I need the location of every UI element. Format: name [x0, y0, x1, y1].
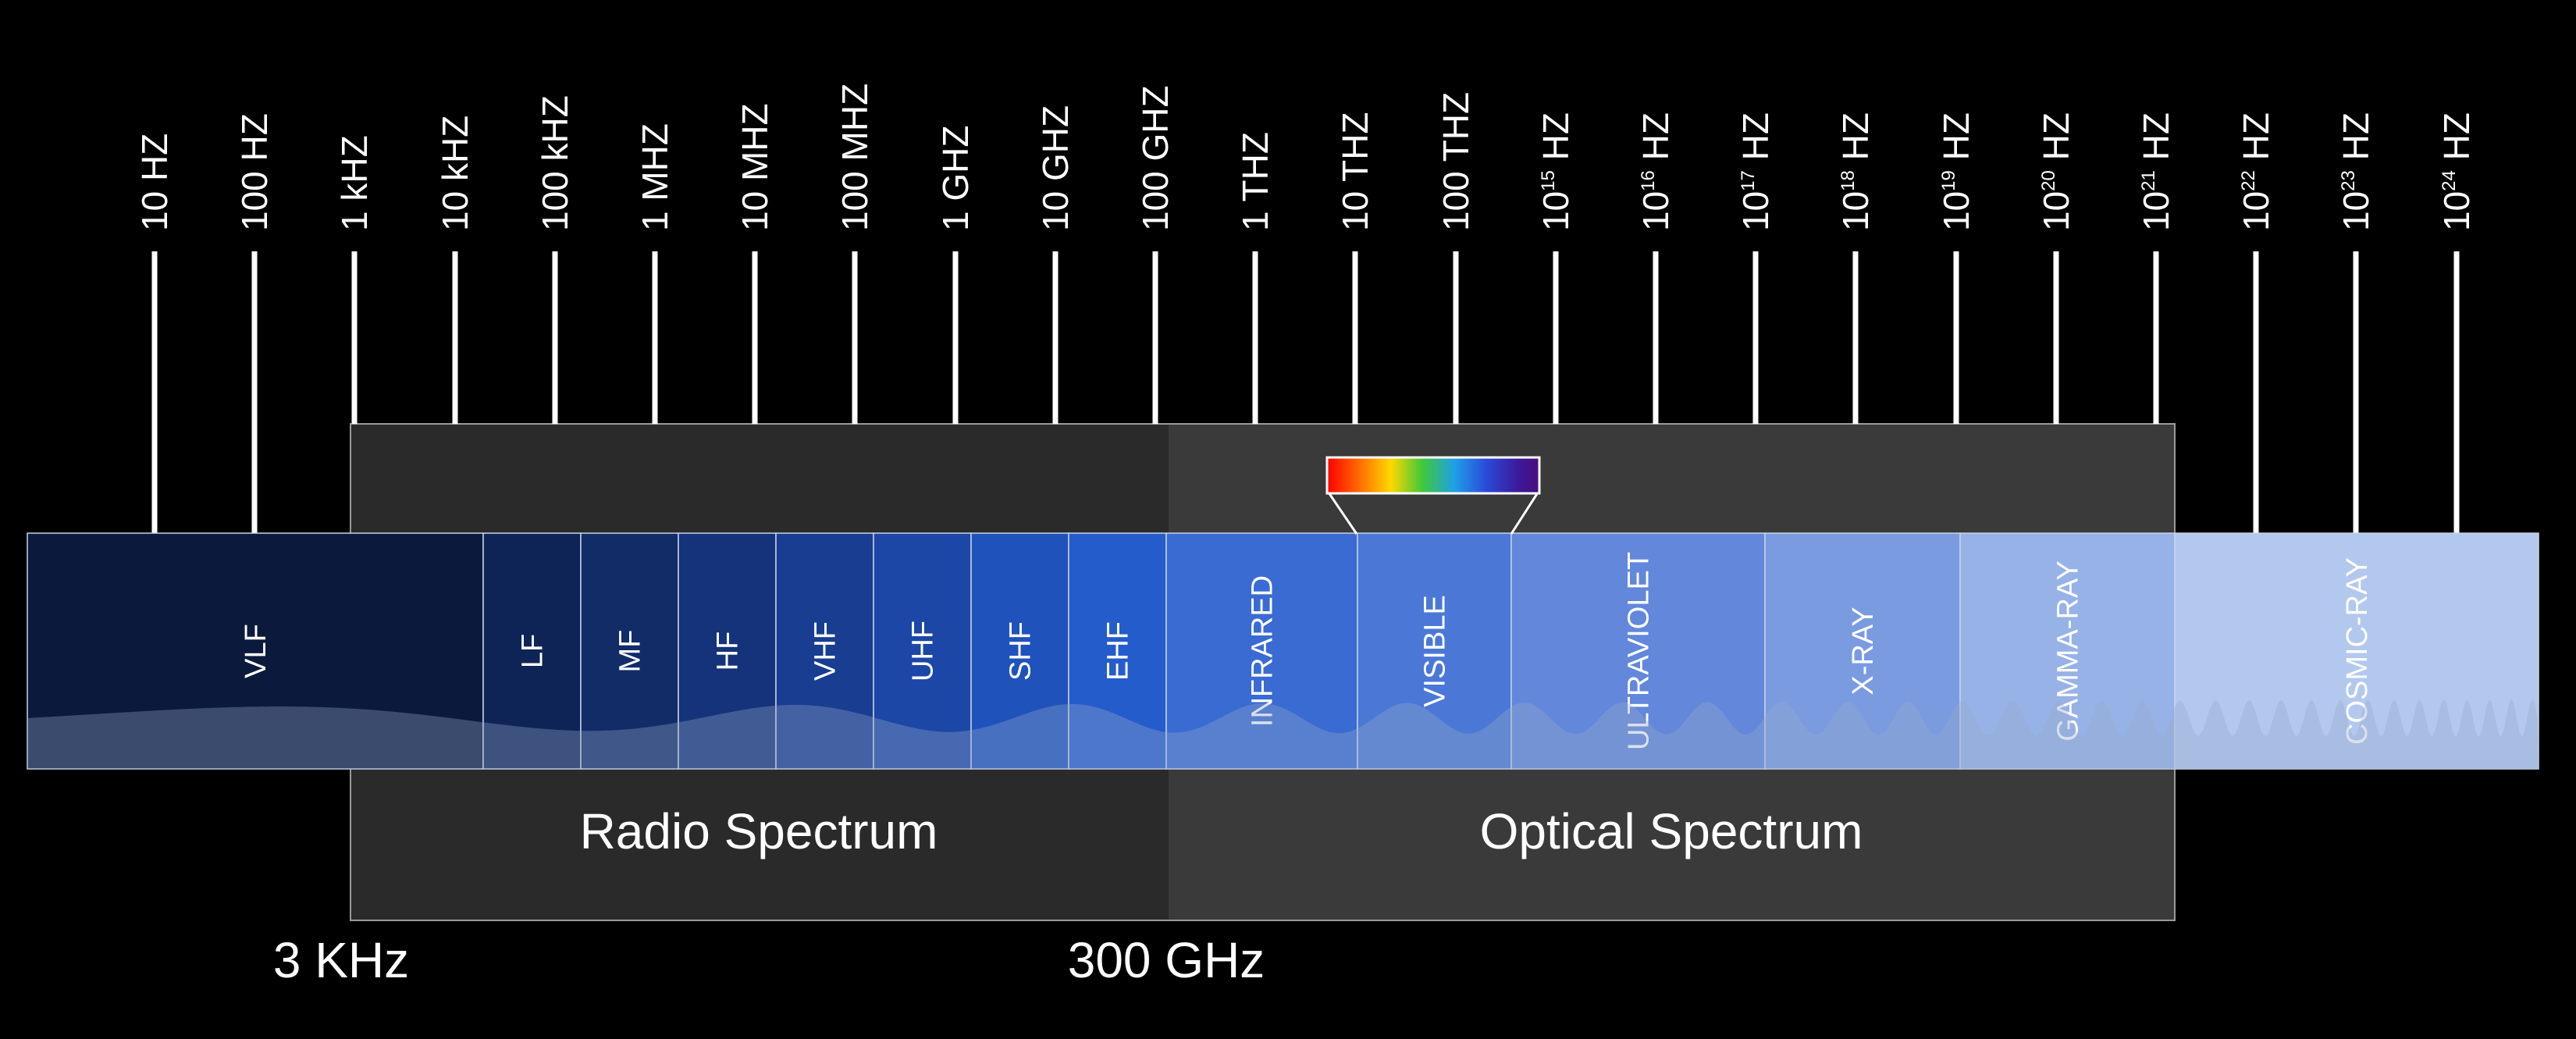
band-label: EHF [1102, 621, 1135, 681]
band-infrared [1165, 532, 1358, 770]
band-uhf [873, 532, 972, 770]
band-label: SHF [1005, 621, 1037, 681]
band-label: GAMMA-RAY [2052, 560, 2085, 742]
boundary-300ghz-label: 300 GHz [1068, 932, 1265, 988]
band-label: VISIBLE [1419, 595, 1452, 707]
frequency-tick-label: 1018 HZ [1835, 112, 1876, 231]
frequency-tick-label: 100 kHZ [535, 95, 575, 231]
band-mf [580, 532, 679, 770]
band-label: HF [712, 632, 745, 671]
frequency-tick-label: 100 THZ [1436, 92, 1476, 231]
visible-light-inset [1325, 456, 1541, 535]
frequency-tick-label: 1022 HZ [2236, 112, 2276, 231]
band-shf [970, 532, 1069, 770]
frequency-tick-label: 1 THZ [1235, 132, 1276, 231]
boundary-3khz-label: 3 KHz [273, 932, 409, 988]
band-label: X-RAY [1847, 607, 1880, 695]
frequency-tick-label: 10 HZ [134, 133, 175, 231]
band-gamma-ray [1959, 532, 2176, 770]
frequency-tick-label: 1 MHZ [635, 123, 675, 231]
frequency-tick-label: 10 THZ [1335, 112, 1375, 231]
band-label: VLF [240, 624, 272, 678]
frequency-tick-label: 100 HZ [234, 113, 275, 231]
visible-rainbow-bar [1325, 456, 1541, 495]
frequency-tick-label: 1023 HZ [2336, 112, 2376, 231]
frequency-tick-label: 1021 HZ [2136, 112, 2176, 231]
frequency-tick-label: 1 kHZ [334, 135, 375, 231]
band-label: INFRARED [1247, 575, 1279, 727]
band-label: ULTRAVIOLET [1623, 552, 1656, 750]
frequency-tick-label: 10 GHZ [1035, 105, 1076, 231]
band-label: UHF [907, 621, 940, 681]
frequency-tick-label: 10 kHZ [435, 116, 475, 231]
band-cosmic-ray [2174, 532, 2539, 770]
optical-spectrum-label: Optical Spectrum [1480, 803, 1863, 859]
band-vhf [775, 532, 874, 770]
band-ultraviolet [1510, 532, 1766, 770]
frequency-tick-label: 100 MHZ [834, 84, 875, 231]
spectrum-bands: VLF LF MF HF VHF UHF SHF EHF INFRARED VISIBLE ULTR… [27, 532, 2539, 770]
frequency-ticks: 10 HZ 100 HZ 1 kHZ 10 kHZ 100 kHZ 1 MHZ 10 MHZ… [134, 84, 2477, 533]
band-x-ray [1764, 532, 1961, 770]
band-hf [678, 532, 777, 770]
frequency-tick-label: 1 GHZ [935, 126, 976, 231]
frequency-tick-label: 1015 HZ [1535, 112, 1576, 231]
frequency-tick-label: 1017 HZ [1735, 112, 1776, 231]
band-label: LF [517, 634, 550, 668]
visible-connector-left [1325, 489, 1358, 535]
wave-overlay [27, 699, 2539, 769]
band-visible [1357, 532, 1512, 770]
frequency-tick-label: 1024 HZ [2436, 112, 2477, 231]
radio-spectrum-label: Radio Spectrum [580, 803, 938, 859]
band-label: MF [614, 630, 647, 673]
frequency-tick-label: 1016 HZ [1635, 112, 1676, 231]
band-ehf [1068, 532, 1167, 770]
frequency-tick-label: 1020 HZ [2036, 112, 2076, 231]
band-vlf [27, 532, 484, 770]
visible-connector-right [1510, 489, 1541, 535]
frequency-tick-label: 100 GHZ [1135, 85, 1176, 231]
band-label: COSMIC-RAY [2341, 557, 2374, 745]
frequency-tick-label: 1019 HZ [1936, 112, 1976, 231]
band-label: VHF [809, 621, 842, 681]
frequency-tick-label: 10 MHZ [735, 103, 775, 231]
